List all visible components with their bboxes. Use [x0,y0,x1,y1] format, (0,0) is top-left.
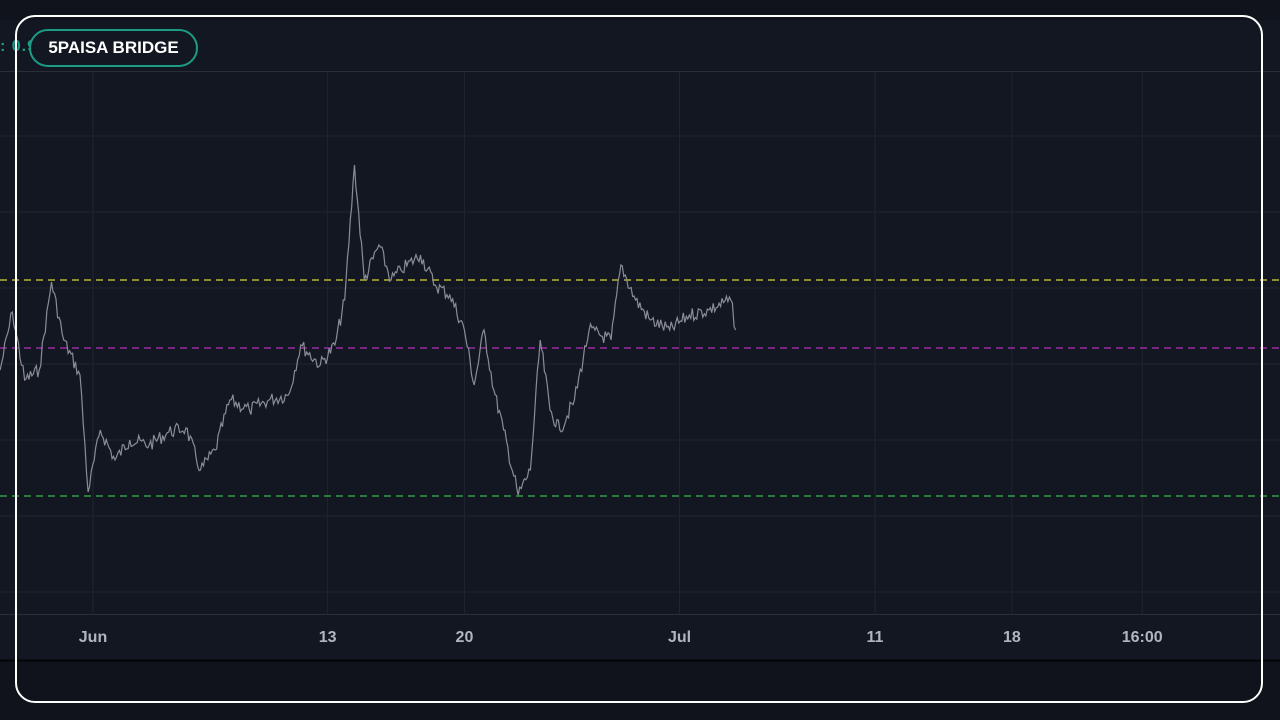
x-tick-label: Jun [79,629,107,646]
x-tick-label: 20 [456,629,474,646]
x-tick-label: 13 [319,629,337,646]
x-tick-label: Jul [668,629,691,646]
ohlc-legend-fragment: : 0.9 [0,38,38,55]
symbol-badge: 5PAISA BRIDGE [29,29,198,67]
chart-background [0,20,1280,660]
x-tick-label: 11 [867,629,884,646]
x-tick-label: 16:00 [1122,629,1163,646]
price-series-line [0,164,737,496]
x-tick-label: 18 [1003,629,1021,646]
